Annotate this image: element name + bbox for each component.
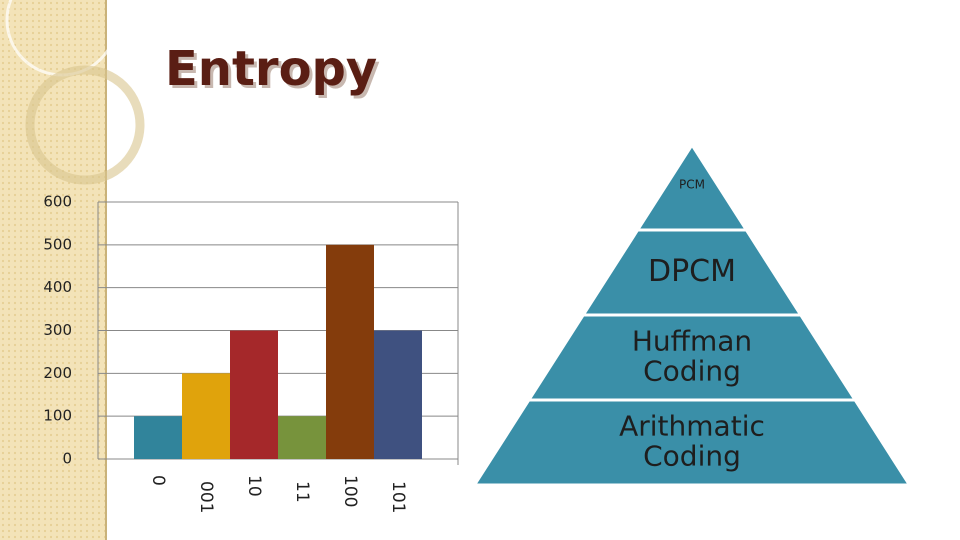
y-tick-label: 500 bbox=[43, 235, 72, 253]
title-shadow: Entropy bbox=[168, 44, 380, 100]
pyramid-label: PCM bbox=[679, 177, 705, 191]
x-tick-label: 10 bbox=[244, 475, 264, 497]
y-tick-label: 200 bbox=[43, 364, 72, 382]
y-tick-label: 300 bbox=[43, 321, 72, 339]
bar bbox=[182, 373, 230, 459]
y-tick-label: 600 bbox=[43, 193, 72, 211]
x-tick-label: 100 bbox=[340, 475, 360, 507]
bar bbox=[278, 416, 326, 459]
ornament bbox=[25, 65, 145, 185]
bar-chart: 0 100 200 300 400 500 600 0 001 10 11 100 101 bbox=[43, 193, 459, 513]
bar bbox=[374, 330, 422, 459]
slide-title: Entropy bbox=[165, 41, 377, 97]
y-tick-label: 400 bbox=[43, 278, 72, 296]
pyramid-label: DPCM bbox=[648, 254, 736, 289]
pyramid-label: Huffman bbox=[632, 324, 752, 357]
x-tick-label: 11 bbox=[292, 481, 312, 503]
bar bbox=[230, 330, 278, 459]
pyramid-level bbox=[471, 398, 913, 487]
pyramid-label: Coding bbox=[643, 440, 741, 473]
y-tick-label: 0 bbox=[62, 450, 72, 468]
y-tick-label: 100 bbox=[43, 407, 72, 425]
pyramid-label: Arithmatic bbox=[619, 409, 765, 442]
bar bbox=[326, 244, 374, 459]
x-tick-label: 101 bbox=[388, 481, 408, 513]
side-strip bbox=[0, 0, 105, 540]
x-tick-label: 0 bbox=[148, 475, 168, 486]
pyramid-label: Coding bbox=[643, 355, 741, 388]
x-tick-label: 001 bbox=[196, 481, 216, 513]
bar bbox=[134, 416, 182, 459]
